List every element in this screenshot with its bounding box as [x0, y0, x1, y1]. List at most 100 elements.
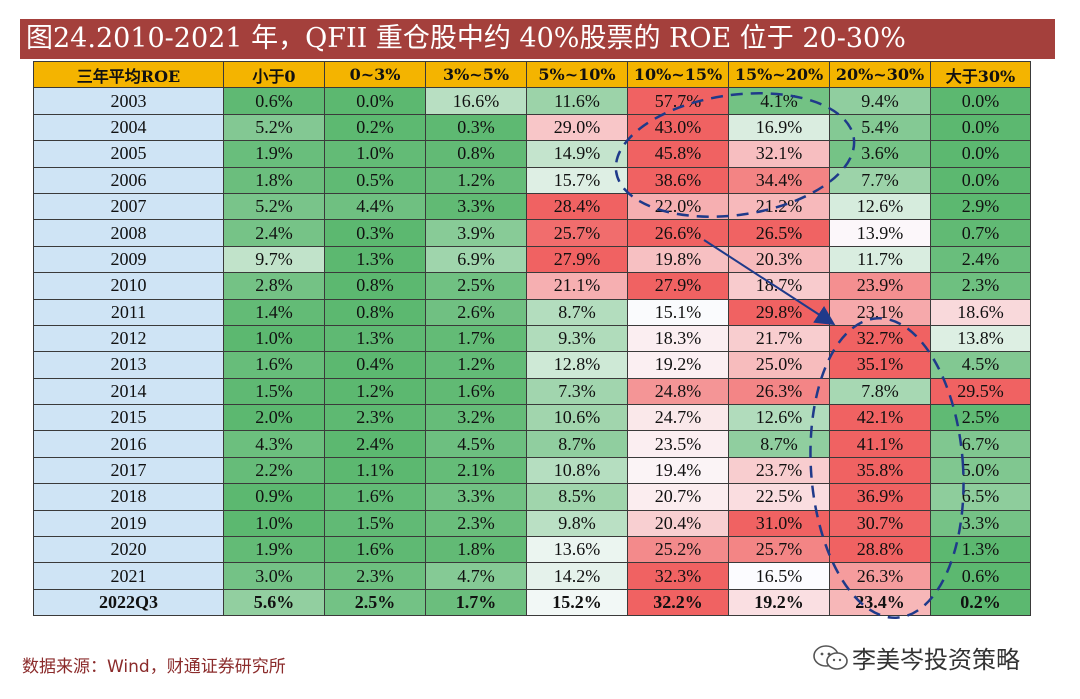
- value-cell: 12.6%: [829, 192, 931, 221]
- figure-title: 图24.2010-2021 年，QFII 重仓股中约 40%股票的 ROE 位于…: [20, 19, 1055, 59]
- value-cell: 1.6%: [425, 377, 527, 406]
- table-row: 2022Q3 5.6% 2.5% 1.7% 15.2% 32.2% 19.2% 23.4% 0.…: [33, 588, 1031, 617]
- year-cell: 2007: [33, 192, 224, 221]
- value-cell: 1.6%: [324, 483, 426, 511]
- value-cell: 0.0%: [930, 87, 1031, 115]
- header-cell: 20%~30%: [829, 60, 931, 89]
- header-label: 三年平均ROE: [33, 60, 224, 89]
- year-cell: 2020: [33, 536, 224, 564]
- value-cell: 11.7%: [829, 245, 931, 274]
- value-cell: 1.5%: [223, 377, 325, 406]
- table-row: 2018 0.9% 1.6% 3.3% 8.5% 20.7% 22.5% 36.9% 6.5%: [33, 483, 1031, 511]
- value-cell: 20.7%: [627, 483, 729, 511]
- value-cell: 4.5%: [425, 430, 527, 458]
- table-row: 2011 1.4% 0.8% 2.6% 8.7% 15.1% 29.8% 23.1% 18.6%: [33, 298, 1031, 326]
- value-cell: 4.4%: [324, 192, 426, 221]
- value-cell: 20.4%: [627, 509, 729, 538]
- watermark: 李美岑投资策略: [812, 640, 1020, 678]
- table-row: 2017 2.2% 1.1% 2.1% 10.8% 19.4% 23.7% 35.8% 5.0%: [33, 456, 1031, 485]
- value-cell: 1.0%: [223, 509, 325, 538]
- value-cell: 23.4%: [829, 588, 931, 617]
- value-cell: 11.6%: [526, 87, 628, 115]
- value-cell: 9.8%: [526, 509, 628, 538]
- table-row: 2015 2.0% 2.3% 3.2% 10.6% 24.7% 12.6% 42.1% 2.5%: [33, 404, 1031, 432]
- value-cell: 14.9%: [526, 140, 628, 168]
- year-cell: 2008: [33, 219, 224, 247]
- year-cell: 2016: [33, 430, 224, 458]
- value-cell: 5.2%: [223, 113, 325, 142]
- value-cell: 26.3%: [829, 562, 931, 590]
- value-cell: 2.6%: [425, 298, 527, 326]
- value-cell: 31.0%: [728, 509, 830, 538]
- year-cell: 2006: [33, 166, 224, 194]
- table-row: 2005 1.9% 1.0% 0.8% 14.9% 45.8% 32.1% 3.6% 0.0%: [33, 140, 1031, 168]
- value-cell: 19.2%: [728, 588, 830, 617]
- table-row: 2010 2.8% 0.8% 2.5% 21.1% 27.9% 18.7% 23.9% 2.3%: [33, 272, 1031, 300]
- value-cell: 16.5%: [728, 562, 830, 590]
- value-cell: 1.9%: [223, 140, 325, 168]
- value-cell: 2.5%: [324, 588, 426, 617]
- value-cell: 0.0%: [930, 113, 1031, 142]
- value-cell: 24.7%: [627, 404, 729, 432]
- year-cell: 2014: [33, 377, 224, 406]
- value-cell: 15.7%: [526, 166, 628, 194]
- value-cell: 26.3%: [728, 377, 830, 406]
- value-cell: 2.4%: [223, 219, 325, 247]
- table-row: 2008 2.4% 0.3% 3.9% 25.7% 26.6% 26.5% 13.9% 0.7%: [33, 219, 1031, 247]
- year-cell: 2009: [33, 245, 224, 274]
- value-cell: 32.7%: [829, 324, 931, 353]
- value-cell: 6.5%: [930, 483, 1031, 511]
- value-cell: 3.9%: [425, 219, 527, 247]
- value-cell: 34.4%: [728, 166, 830, 194]
- value-cell: 5.4%: [829, 113, 931, 142]
- value-cell: 3.3%: [930, 509, 1031, 538]
- value-cell: 3.3%: [425, 192, 527, 221]
- value-cell: 19.4%: [627, 456, 729, 485]
- value-cell: 1.7%: [425, 324, 527, 353]
- value-cell: 1.2%: [425, 166, 527, 194]
- value-cell: 12.8%: [526, 351, 628, 379]
- value-cell: 21.7%: [728, 324, 830, 353]
- value-cell: 0.9%: [223, 483, 325, 511]
- value-cell: 5.6%: [223, 588, 325, 617]
- value-cell: 0.0%: [930, 140, 1031, 168]
- year-cell: 2003: [33, 87, 224, 115]
- value-cell: 25.7%: [728, 536, 830, 564]
- value-cell: 22.0%: [627, 192, 729, 221]
- value-cell: 10.8%: [526, 456, 628, 485]
- header-cell: 10%~15%: [627, 60, 729, 89]
- year-cell: 2021: [33, 562, 224, 590]
- value-cell: 1.7%: [425, 588, 527, 617]
- value-cell: 2.4%: [930, 245, 1031, 274]
- value-cell: 42.1%: [829, 404, 931, 432]
- value-cell: 0.6%: [930, 562, 1031, 590]
- value-cell: 38.6%: [627, 166, 729, 194]
- value-cell: 0.6%: [223, 87, 325, 115]
- value-cell: 2.8%: [223, 272, 325, 300]
- value-cell: 7.3%: [526, 377, 628, 406]
- value-cell: 2.5%: [930, 404, 1031, 432]
- value-cell: 2.3%: [425, 509, 527, 538]
- value-cell: 2.3%: [930, 272, 1031, 300]
- value-cell: 0.8%: [324, 298, 426, 326]
- value-cell: 32.3%: [627, 562, 729, 590]
- value-cell: 3.6%: [829, 140, 931, 168]
- value-cell: 2.4%: [324, 430, 426, 458]
- value-cell: 19.2%: [627, 351, 729, 379]
- table-row: 2006 1.8% 0.5% 1.2% 15.7% 38.6% 34.4% 7.7% 0.0%: [33, 166, 1031, 194]
- value-cell: 18.6%: [930, 298, 1031, 326]
- value-cell: 36.9%: [829, 483, 931, 511]
- table-row: 2004 5.2% 0.2% 0.3% 29.0% 43.0% 16.9% 5.4% 0.0%: [33, 113, 1031, 142]
- value-cell: 3.3%: [425, 483, 527, 511]
- value-cell: 23.1%: [829, 298, 931, 326]
- value-cell: 0.8%: [324, 272, 426, 300]
- value-cell: 29.8%: [728, 298, 830, 326]
- value-cell: 29.5%: [930, 377, 1031, 406]
- value-cell: 16.6%: [425, 87, 527, 115]
- value-cell: 0.4%: [324, 351, 426, 379]
- value-cell: 9.4%: [829, 87, 931, 115]
- wechat-icon: [812, 644, 852, 678]
- value-cell: 21.1%: [526, 272, 628, 300]
- table-row: 2021 3.0% 2.3% 4.7% 14.2% 32.3% 16.5% 26.3% 0.6%: [33, 562, 1031, 590]
- value-cell: 26.6%: [627, 219, 729, 247]
